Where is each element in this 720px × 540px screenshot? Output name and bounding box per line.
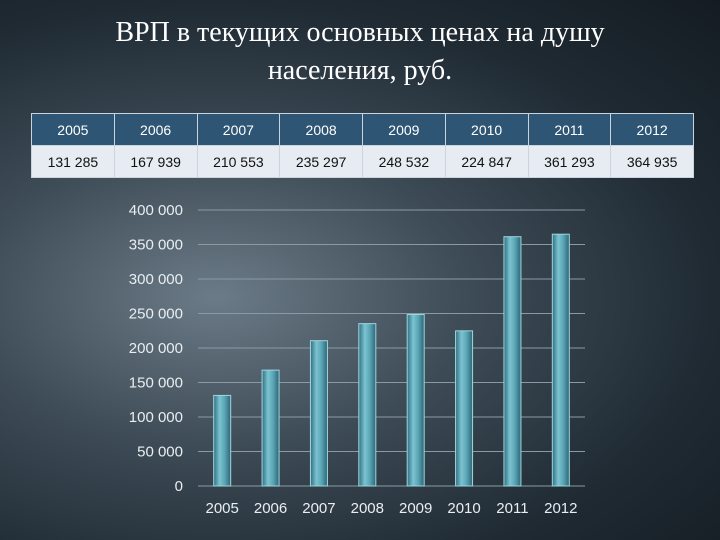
value-cell: 210 553: [196, 145, 281, 178]
x-tick-label: 2009: [399, 500, 432, 517]
year-cell: 2008: [279, 113, 363, 146]
bar-2012: [551, 233, 570, 487]
y-tick-label: 200 000: [129, 340, 183, 357]
y-tick-label: 100 000: [129, 409, 183, 426]
data-table: 2005 2006 2007 2008 2009 2010 2011 2012 …: [31, 113, 694, 178]
year-cell: 2012: [610, 113, 694, 146]
title-line-1: ВРП в текущих основных ценах на душу: [115, 17, 605, 48]
bar-2011: [503, 236, 522, 487]
bar-2007: [309, 340, 328, 487]
year-cell: 2010: [444, 113, 529, 146]
y-tick-label: 150 000: [129, 375, 183, 392]
slide-title: ВРП в текущих основных ценах на душу нас…: [20, 14, 700, 90]
bar-2009: [406, 314, 425, 487]
x-tick-label: 2011: [496, 500, 528, 517]
value-cell: 167 939: [113, 145, 198, 178]
bars: [213, 233, 570, 487]
x-tick-label: 2007: [302, 500, 335, 517]
x-axis-ticks: 2005 2006 2007 2008 2009 2010 2011 2012: [206, 500, 578, 517]
year-cell: 2009: [362, 113, 446, 146]
year-cell: 2011: [527, 113, 612, 146]
x-tick-label: 2005: [206, 500, 239, 517]
table-header-row: 2005 2006 2007 2008 2009 2010 2011 2012: [31, 113, 694, 146]
x-tick-label: 2010: [447, 500, 480, 517]
bar-2008: [358, 323, 377, 487]
gridlines: [198, 209, 585, 487]
table-values-row: 131 285 167 939 210 553 235 297 248 532 …: [31, 145, 694, 178]
value-cell: 248 532: [362, 145, 446, 178]
bar-2006: [261, 369, 280, 487]
value-cell: 224 847: [444, 145, 529, 178]
value-cell: 361 293: [527, 145, 612, 178]
value-cell: 364 935: [610, 145, 694, 178]
y-tick-label: 50 000: [137, 444, 183, 461]
bar-2005: [213, 394, 232, 487]
year-cell: 2005: [31, 113, 115, 146]
value-cell: 131 285: [31, 145, 115, 178]
title-line-2: населения, руб.: [267, 55, 453, 86]
y-tick-label: 0: [175, 478, 183, 495]
x-tick-label: 2006: [254, 500, 287, 517]
x-tick-label: 2008: [351, 500, 384, 517]
y-axis-ticks: 0 50 000 100 000 150 000 200 000 250 000 300 0…: [129, 202, 183, 495]
year-cell: 2006: [113, 113, 198, 146]
y-tick-label: 250 000: [129, 306, 183, 323]
y-tick-label: 300 000: [129, 271, 183, 288]
year-cell: 2007: [196, 113, 281, 146]
value-cell: 235 297: [279, 145, 363, 178]
x-tick-label: 2012: [544, 500, 577, 517]
y-tick-label: 350 000: [129, 237, 183, 254]
y-tick-label: 400 000: [129, 202, 183, 219]
bar-2010: [455, 330, 474, 487]
